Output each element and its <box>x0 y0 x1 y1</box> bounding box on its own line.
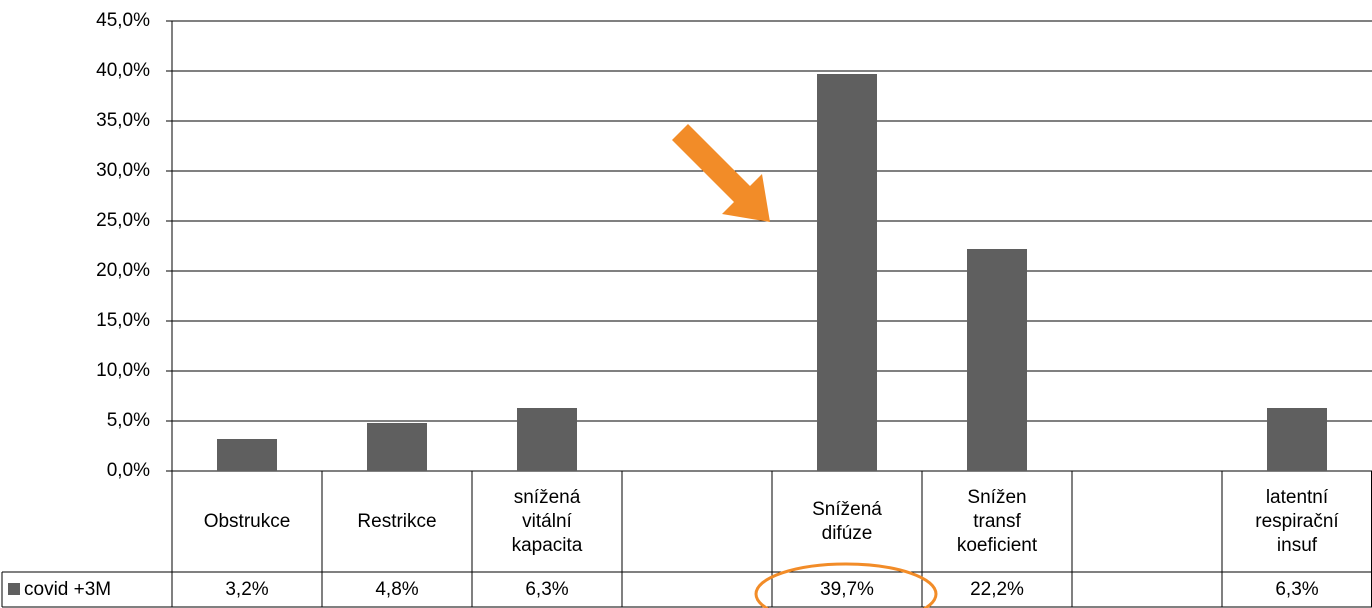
x-tick-label: Restrikce <box>357 510 437 532</box>
y-tick-label: 5,0% <box>107 410 150 431</box>
highlight-ellipse <box>754 562 938 608</box>
bar <box>1267 408 1327 471</box>
y-tick-label: 35,0% <box>96 110 150 131</box>
y-tick-label: 30,0% <box>96 160 150 181</box>
x-tick-label-box: snížená vitální kapacita <box>511 486 583 556</box>
y-tick-label: 45,0% <box>96 10 150 31</box>
value-label: 39,7% <box>820 578 874 600</box>
bar <box>217 439 277 471</box>
x-tick-label: latentní respirační insuf <box>1255 486 1339 556</box>
annotations <box>672 124 938 608</box>
value-label-box: 6,3% <box>525 578 569 600</box>
y-tick-label: 40,0% <box>96 60 150 81</box>
y-tick-label: 25,0% <box>96 210 150 231</box>
x-tick-label-box: Snížen transf koeficient <box>956 486 1038 556</box>
legend-label: covid +3M <box>24 579 111 600</box>
bar <box>517 408 577 471</box>
value-label-box: 39,7% <box>820 578 874 600</box>
x-tick-label-box: Obstrukce <box>203 510 291 532</box>
value-label-box: 6,3% <box>1275 578 1319 600</box>
x-tick-label-box: Snížená difúze <box>812 498 882 544</box>
bar <box>367 423 427 471</box>
value-label: 4,8% <box>375 578 419 600</box>
x-tick-label: snížená vitální kapacita <box>511 486 583 556</box>
bar <box>967 249 1027 471</box>
arrow <box>672 124 770 222</box>
value-label-box: 4,8% <box>375 578 419 600</box>
x-tick-label-box: latentní respirační insuf <box>1255 486 1339 556</box>
value-label: 6,3% <box>525 578 569 600</box>
y-tick-label: 15,0% <box>96 310 150 331</box>
x-tick-label: Obstrukce <box>203 510 291 532</box>
y-tick-label: 20,0% <box>96 260 150 281</box>
x-tick-label-box: Restrikce <box>357 510 437 532</box>
value-label: 3,2% <box>225 578 269 600</box>
y-tick-label: 0,0% <box>107 460 150 481</box>
y-tick-label: 10,0% <box>96 360 150 381</box>
value-label: 22,2% <box>970 578 1024 600</box>
value-label: 6,3% <box>1275 578 1319 600</box>
x-tick-label: Snížen transf koeficient <box>956 486 1038 556</box>
x-tick-label: Snížená difúze <box>812 498 882 544</box>
value-label-box: 22,2% <box>970 578 1024 600</box>
value-label-box: 3,2% <box>225 578 269 600</box>
bar <box>817 74 877 471</box>
legend-swatch <box>8 583 20 595</box>
